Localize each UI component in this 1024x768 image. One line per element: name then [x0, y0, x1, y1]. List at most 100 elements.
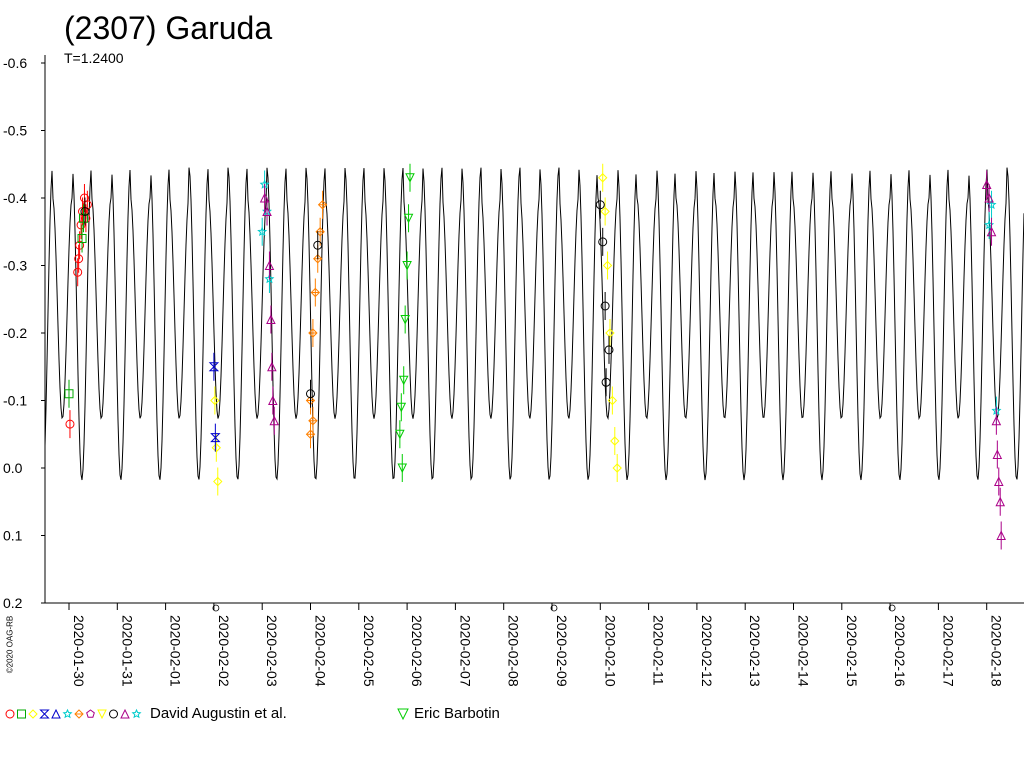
x-tick-label: 2020-02-02: [216, 615, 232, 687]
data-point: [264, 260, 275, 270]
legend-symbol: [86, 709, 95, 718]
data-point: [600, 301, 610, 311]
x-tick-label: 2020-02-12: [699, 615, 715, 687]
data-point: [208, 362, 220, 372]
data-point: [396, 402, 407, 413]
data-point: [210, 433, 221, 443]
data-point: [266, 314, 276, 324]
y-tick-label: -0.5: [3, 123, 27, 139]
legend-symbol: [74, 709, 84, 719]
data-point: [268, 395, 278, 405]
axes: [41, 55, 1024, 612]
axis-gap-marker: [888, 604, 896, 612]
data-point: [73, 267, 83, 277]
x-tick-labels: 2020-01-30 2020-01-31 2020-02-01 2020-02-02…: [71, 615, 1005, 687]
data-point: [313, 254, 323, 264]
data-point: [402, 261, 412, 271]
x-tick-label: 2020-02-06: [409, 615, 425, 687]
data-point: [405, 173, 415, 183]
y-tick-label: -0.1: [3, 393, 27, 409]
y-tick-labels: -0.6 -0.5 -0.4 -0.3 -0.2 -0.1 0.0 0.1 0.2: [3, 55, 27, 611]
data-point: [595, 200, 605, 210]
y-tick-label: -0.4: [3, 190, 27, 206]
data-point: [80, 207, 90, 216]
x-tick-label: 2020-02-04: [313, 615, 329, 687]
x-tick-label: 2020-02-14: [796, 615, 812, 687]
data-point: [305, 429, 316, 439]
data-point: [986, 226, 997, 237]
data-point: [600, 206, 610, 217]
data-point: [398, 375, 409, 386]
x-tick-label: 2020-02-07: [457, 615, 473, 687]
data-point: [403, 213, 414, 224]
data-point: [308, 416, 318, 426]
observation-points: [64, 163, 1006, 550]
y-tick-label: -0.3: [3, 258, 27, 274]
data-point: [64, 389, 74, 399]
x-tick-label: 2020-02-13: [747, 615, 763, 687]
x-tick-label: 2020-02-17: [940, 615, 956, 687]
data-point: [604, 345, 614, 355]
data-point: [313, 240, 323, 250]
data-point: [610, 436, 620, 446]
data-point: [605, 328, 615, 338]
data-point: [315, 227, 325, 237]
data-point: [78, 213, 88, 223]
data-point: [310, 287, 321, 298]
data-point: [395, 429, 405, 440]
legend-symbol: [131, 708, 142, 719]
x-tick-label: 2020-02-16: [892, 615, 908, 687]
data-point: [269, 415, 280, 426]
x-tick-label: 2020-01-31: [119, 615, 135, 687]
y-tick-label: -0.6: [3, 55, 27, 71]
data-point: [211, 443, 222, 453]
data-point: [992, 449, 1003, 459]
model-lightcurve: [44, 167, 1024, 481]
data-point: [213, 476, 223, 487]
legend-label-augustin: David Augustin et al.: [150, 705, 287, 722]
data-point: [598, 237, 608, 247]
x-tick-label: 2020-02-15: [844, 615, 860, 687]
x-tick-label: 2020-02-09: [554, 615, 570, 687]
legend-symbol: [62, 708, 73, 719]
x-tick-label: 2020-02-18: [989, 615, 1005, 687]
legend-symbol: [97, 709, 107, 720]
x-tick-label: 2020-02-01: [168, 615, 184, 687]
x-tick-label: 2020-02-10: [602, 615, 618, 687]
data-point: [991, 415, 1002, 426]
x-tick-label: 2020-02-05: [361, 615, 377, 687]
data-point: [262, 206, 272, 216]
chart-title: (2307) Garuda: [64, 10, 273, 46]
legend-symbol: [51, 708, 61, 719]
x-tick-label: 2020-01-30: [71, 615, 87, 687]
axis-gap-marker: [212, 604, 220, 612]
legend-label-barbotin: Eric Barbotin: [414, 705, 500, 722]
y-tick-label: -0.2: [3, 325, 27, 341]
data-point: [397, 463, 408, 474]
data-point: [996, 530, 1006, 540]
legend-symbol: [28, 709, 38, 719]
chart-subtitle: T=1.2400: [64, 50, 124, 66]
legend-symbol: [120, 708, 130, 719]
y-tick-label: 0.2: [3, 595, 23, 611]
data-point: [306, 389, 315, 399]
x-tick-label: 2020-02-11: [651, 615, 667, 686]
y-tick-label: 0.1: [3, 528, 23, 544]
data-point: [267, 361, 277, 372]
x-tick-label: 2020-02-03: [264, 615, 280, 687]
data-point: [995, 496, 1006, 507]
data-point: [210, 395, 220, 406]
data-point: [317, 200, 328, 210]
legend-symbol: [397, 708, 409, 721]
copyright-text: ©2020 OAG-RB: [5, 615, 15, 674]
data-point: [602, 260, 613, 271]
data-point: [264, 273, 275, 284]
legend-symbol: [5, 709, 15, 719]
data-point: [257, 226, 268, 237]
data-point: [65, 419, 75, 429]
legend-symbol: [109, 709, 118, 719]
y-tick-label: 0.0: [3, 460, 23, 476]
data-point: [607, 395, 618, 406]
data-point: [601, 377, 611, 387]
